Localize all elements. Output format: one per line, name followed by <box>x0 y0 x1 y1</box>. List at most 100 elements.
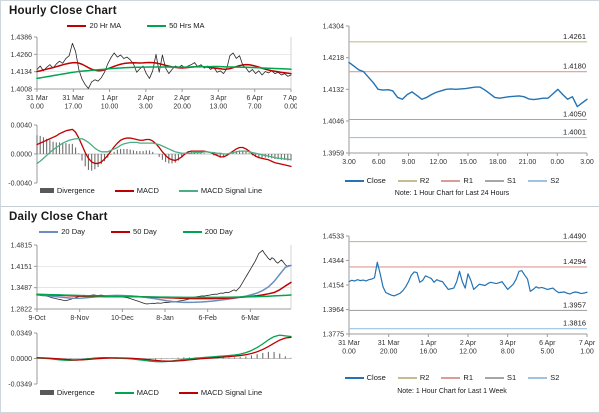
legend-item-r1: R1 <box>441 373 473 382</box>
x-tick-label: 13.00 <box>210 104 228 111</box>
x-tick-label: 0.00 <box>342 349 356 356</box>
last24-legend: Close R2 R1 S1 S2 <box>317 176 587 185</box>
legend-line-swatch <box>178 189 198 192</box>
series-macd-signal-line <box>36 336 292 362</box>
y-tick-label: 1.4134 <box>11 69 33 76</box>
legend-item-macd: MACD <box>114 186 159 195</box>
level-R2-label: 1.4261 <box>563 32 586 41</box>
axes: 0.0349 0.0000 -0.0349 <box>8 331 38 388</box>
y-tick-label: 1.3487 <box>11 285 33 292</box>
x-tick-label: 5.00 <box>541 349 555 356</box>
y-tick-label: 1.4154 <box>323 283 345 290</box>
legend-label: Divergence <box>56 388 95 397</box>
x-tick-label: 7 Apr <box>579 340 596 347</box>
legend-label: R1 <box>463 373 473 382</box>
x-tick-label: 2 Apr <box>138 95 155 102</box>
x-tick-label: 3 Apr <box>499 340 516 347</box>
legend-item-r2: R2 <box>397 176 429 185</box>
legend-line-swatch <box>441 179 461 182</box>
x-tick-label: 6.00 <box>372 159 386 166</box>
x-tick-label: 2 Apr <box>460 340 477 347</box>
legend-label: S1 <box>507 373 517 382</box>
week-note: Note: 1 Hour Chart for Last 1 Week <box>397 388 507 395</box>
x-tick-label: 31 Mar <box>338 340 360 347</box>
legend-item-s1: S1 <box>485 373 516 382</box>
x-tick-label: 12.00 <box>459 349 477 356</box>
legend-label: MACD <box>136 186 159 195</box>
y-tick-label: 1.4260 <box>11 52 33 59</box>
legend-item-s2: S2 <box>528 176 559 185</box>
level-R2-label: 1.4490 <box>563 232 586 241</box>
x-tick-label: 9.00 <box>402 159 416 166</box>
legend-item-20-day: 20 Day <box>39 227 85 236</box>
y-tick-label: 1.4151 <box>11 264 33 271</box>
y-tick-label: -0.0040 <box>8 181 32 188</box>
y-tick-label: 0.0000 <box>11 356 33 363</box>
x-tick-label: 1.00 <box>580 349 594 356</box>
legend-line-swatch <box>114 189 134 192</box>
y-tick-label: 1.2822 <box>11 307 33 314</box>
x-tick-label: 6-Mar <box>241 315 260 322</box>
legend-label: 20 Day <box>61 227 86 236</box>
legend-item-r2: R2 <box>397 373 430 382</box>
legend-label: R2 <box>419 373 430 382</box>
legend-line-swatch <box>67 24 87 27</box>
y-tick-label: 1.4132 <box>323 87 345 94</box>
legend-line-swatch <box>528 179 548 182</box>
y-tick-label: -0.0349 <box>8 382 32 388</box>
legend-label: 20 Hr MA <box>89 21 122 30</box>
y-tick-label: 0.0349 <box>11 331 33 338</box>
legend-item-close: Close <box>344 373 386 382</box>
x-tick-label: 8-Nov <box>70 315 89 322</box>
x-tick-label: 0.00 <box>284 104 297 111</box>
section-divider <box>1 206 599 207</box>
legend-line-swatch <box>485 376 504 379</box>
legend-line-swatch <box>344 179 364 182</box>
legend-label: Close <box>366 373 386 382</box>
legend-bar-swatch <box>39 188 54 193</box>
x-tick-label: 20.00 <box>173 104 191 111</box>
x-tick-label: 31 Mar <box>26 95 48 102</box>
level-R1-label: 1.4180 <box>563 62 586 71</box>
x-tick-label: 9-Oct <box>28 315 45 322</box>
x-tick-label: 8-Jan <box>156 315 174 322</box>
hourly-chart-title: Hourly Close Chart <box>9 5 117 17</box>
series-close <box>348 61 588 108</box>
y-tick-label: 1.4218 <box>323 55 345 62</box>
x-tick-label: 3.00 <box>139 104 153 111</box>
series-macd-signal-line <box>36 138 292 165</box>
x-tick-label: 16.00 <box>420 349 438 356</box>
legend-item-200-day: 200 Day <box>182 227 233 236</box>
axes: 0.0040 0.0000 -0.0040 <box>8 123 38 188</box>
legend-item-divergence: Divergence <box>39 388 95 397</box>
week-legend: Close R2 R1 S1 S2 <box>317 373 587 382</box>
series-macd <box>36 334 292 363</box>
legend-line-swatch <box>182 230 202 233</box>
y-tick-label: 1.3959 <box>323 151 345 158</box>
y-tick-label: 1.4815 <box>11 243 33 250</box>
hourly-ma-legend: 20 Hr MA 50 Hrs MA <box>11 21 261 30</box>
legend-label: S1 <box>507 176 517 185</box>
legend-line-swatch <box>111 230 131 233</box>
legend-label: S2 <box>550 373 560 382</box>
legend-label: MACD Signal Line <box>200 186 263 195</box>
x-tick-label: 0.00 <box>30 104 44 111</box>
last24-note: Note: 1 Hour Chart for Last 24 Hours <box>394 190 510 197</box>
level-S1-label: 1.3957 <box>563 300 586 309</box>
legend-label: S2 <box>550 176 560 185</box>
hourly-macd-legend: Divergence MACD MACD Signal Line <box>11 186 291 195</box>
y-tick-label: 1.3775 <box>323 332 345 339</box>
legend-label: 200 Day <box>204 227 233 236</box>
x-tick-label: 12.00 <box>429 159 447 166</box>
legend-line-swatch <box>528 376 548 379</box>
level-S2-label: 1.4001 <box>563 128 586 137</box>
legend-item-macd-signal-line: MACD Signal Line <box>178 388 262 397</box>
x-tick-label: 8.00 <box>501 349 515 356</box>
y-tick-label: 1.4386 <box>11 35 33 42</box>
y-tick-label: 0.0000 <box>11 152 33 159</box>
legend-item-50-hrs-ma: 50 Hrs MA <box>147 21 205 30</box>
